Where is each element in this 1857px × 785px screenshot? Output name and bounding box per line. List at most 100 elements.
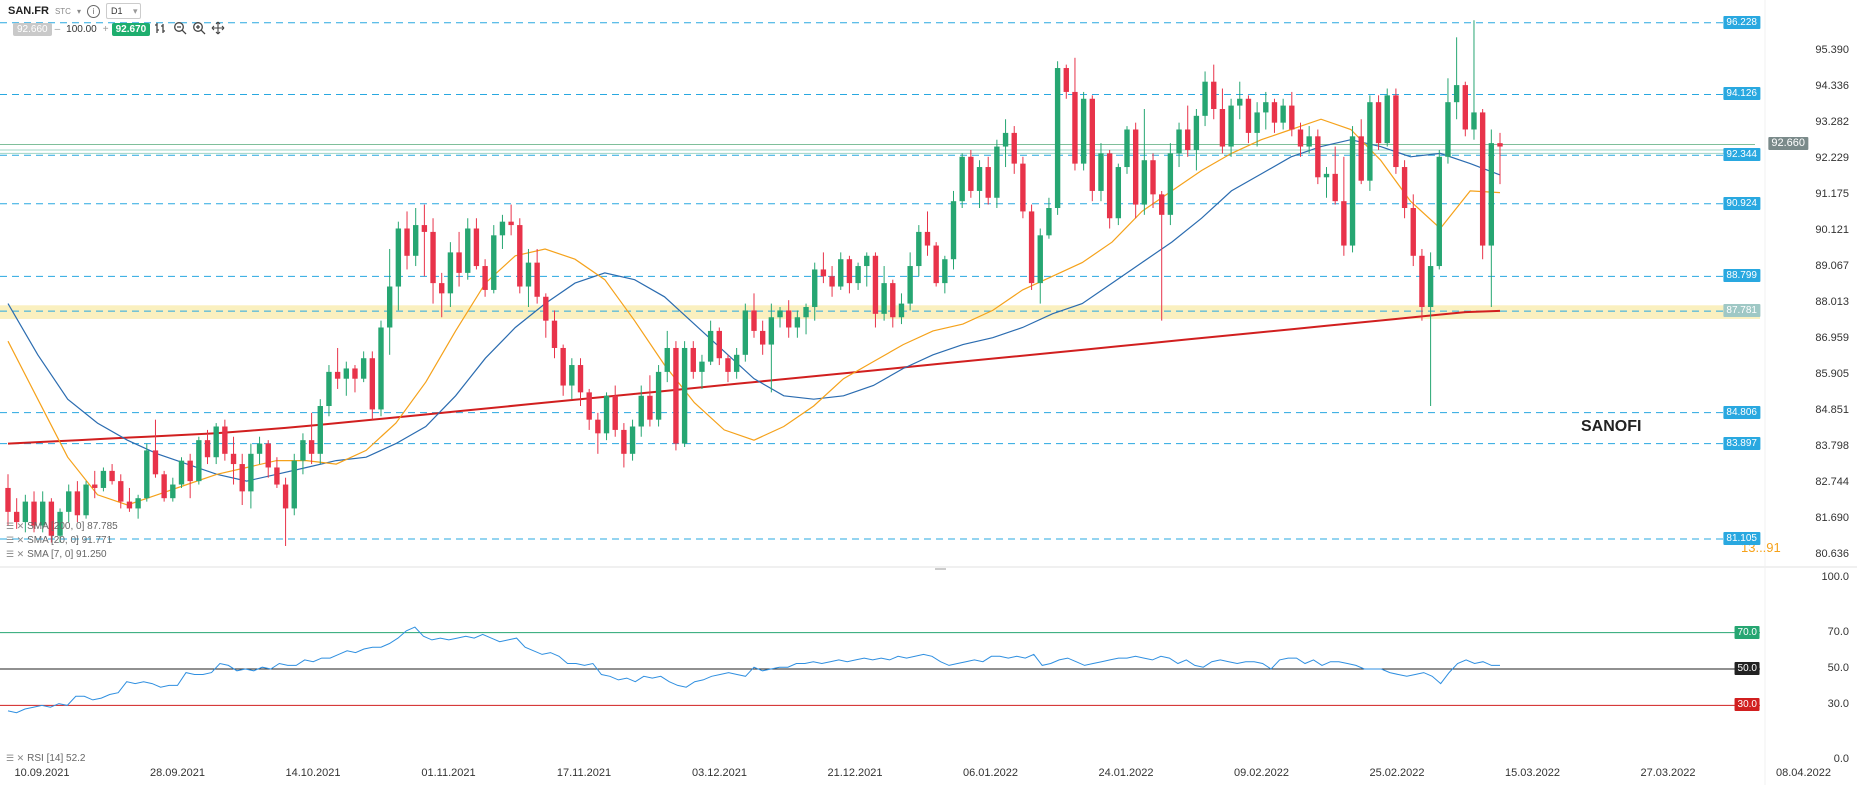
info-icon[interactable]: i: [86, 4, 100, 18]
legend-settings-icon[interactable]: ☰ ✕: [6, 753, 25, 763]
chevron-down-icon[interactable]: ▾: [76, 6, 81, 16]
candle-body: [404, 228, 410, 256]
ask-price-button[interactable]: 92.670: [111, 22, 151, 36]
move-icon[interactable]: [210, 21, 226, 37]
candle-body: [1462, 85, 1468, 130]
candle-body: [74, 491, 81, 516]
chart-type-icon[interactable]: [153, 21, 169, 37]
candle-body: [1427, 266, 1434, 308]
candle-body: [48, 501, 55, 536]
candle-body: [1167, 153, 1174, 215]
candle-body: [152, 450, 159, 475]
candle-body: [1297, 129, 1304, 147]
legend-sma7[interactable]: ☰ ✕ SMA [7, 0] 91.250: [6, 549, 107, 560]
candle-body: [595, 419, 601, 434]
candle-body: [22, 501, 29, 523]
bid-price-button[interactable]: 92.660: [13, 22, 52, 36]
price-axis-tick: 83.798: [1815, 440, 1849, 453]
candle-body: [1349, 136, 1356, 246]
candle-body: [1046, 208, 1052, 236]
price-level-tag: 81.105: [1723, 531, 1760, 545]
candle-body: [170, 484, 176, 499]
timeframe-select[interactable]: D1: [105, 3, 142, 19]
price-axis-tick: 82.744: [1815, 476, 1849, 489]
candle-body: [1002, 132, 1009, 147]
candle-body: [1063, 68, 1069, 92]
candle-body: [794, 317, 801, 328]
candle-body: [1106, 153, 1113, 219]
legend-sma200[interactable]: ☰ ✕ SMA [200, 0] 87.785: [6, 521, 118, 532]
date-axis-tick: 25.02.2022: [1369, 767, 1425, 779]
candle-body: [733, 354, 740, 372]
rsi-axis-tick: 100.0: [1821, 571, 1849, 583]
candle-body: [560, 347, 566, 386]
price-axis-tick: 91.175: [1815, 188, 1849, 201]
candle-body: [759, 330, 766, 345]
candle-body: [40, 501, 46, 526]
candle-body: [525, 262, 532, 287]
candle-body: [248, 453, 254, 492]
candle-body: [812, 269, 818, 308]
candle-body: [1367, 102, 1373, 181]
price-level-tag: 94.126: [1723, 87, 1760, 101]
candle-body: [838, 259, 844, 287]
candle-body: [1211, 81, 1217, 110]
candle-body: [638, 395, 644, 427]
candle-body: [1124, 129, 1130, 168]
candle-body: [326, 371, 332, 407]
candle-body: [352, 368, 358, 379]
candle-body: [872, 255, 879, 314]
candle-body: [1280, 105, 1286, 123]
candle-body: [265, 443, 271, 468]
legend-sma20[interactable]: ☰ ✕ SMA [20, 0] 91.771: [6, 535, 112, 546]
rsi-line: [7, 626, 1500, 714]
candle-body: [968, 156, 974, 191]
price-axis-tick: 84.851: [1815, 404, 1849, 417]
date-axis-tick: 06.01.2022: [962, 767, 1019, 779]
candle-body: [413, 225, 419, 256]
candle-body: [274, 467, 280, 485]
date-axis-tick: 09.02.2022: [1233, 767, 1290, 779]
legend-settings-icon[interactable]: ☰ ✕: [6, 549, 25, 559]
candle-body: [178, 460, 185, 485]
quantity-input[interactable]: 100.00: [66, 23, 97, 35]
candle-body: [187, 460, 193, 482]
price-axis-tick: 90.121: [1815, 224, 1849, 237]
date-axis-tick: 27.03.2022: [1640, 767, 1696, 779]
price-axis-tick: 88.013: [1815, 296, 1849, 309]
candle-body: [950, 201, 957, 260]
increase-quantity-button[interactable]: +: [102, 23, 109, 35]
candle-body: [334, 371, 341, 379]
candle-body: [499, 221, 506, 236]
price-axis-tick: 95.390: [1815, 44, 1849, 57]
candle-body: [1289, 105, 1295, 130]
symbol-label[interactable]: SAN.FR: [8, 5, 49, 17]
zoom-out-icon[interactable]: [172, 21, 188, 37]
legend-rsi[interactable]: ☰ ✕ RSI [14] 52.2: [6, 753, 86, 764]
candle-body: [13, 511, 20, 523]
legend-settings-icon[interactable]: ☰ ✕: [6, 521, 25, 531]
candle-body: [508, 221, 514, 226]
chart-annotation: SANOFI: [1581, 418, 1642, 435]
rsi-axis-tick: 30.0: [1827, 698, 1849, 711]
legend-settings-icon[interactable]: ☰ ✕: [6, 535, 25, 545]
candle-body: [673, 347, 679, 444]
decrease-quantity-button[interactable]: –: [54, 23, 61, 35]
price-level-tag: 88.799: [1723, 269, 1760, 283]
price-axis-tick: 81.690: [1815, 512, 1849, 525]
candle-body: [1089, 98, 1095, 191]
candle-body: [447, 252, 454, 294]
price-axis-tick: 80.636: [1815, 548, 1849, 560]
candle-body: [204, 440, 211, 458]
rsi-level-tag: 30.0: [1734, 698, 1760, 712]
price-axis-tick: 93.282: [1815, 116, 1849, 129]
candle-body: [890, 283, 896, 318]
candle-body: [1141, 160, 1148, 205]
candle-body: [1072, 91, 1078, 164]
zoom-in-icon[interactable]: [191, 21, 207, 37]
date-axis-tick: 01.11.2021: [421, 767, 476, 779]
candle-body: [777, 310, 783, 318]
candle-body: [491, 235, 497, 290]
candle-body: [786, 310, 792, 328]
